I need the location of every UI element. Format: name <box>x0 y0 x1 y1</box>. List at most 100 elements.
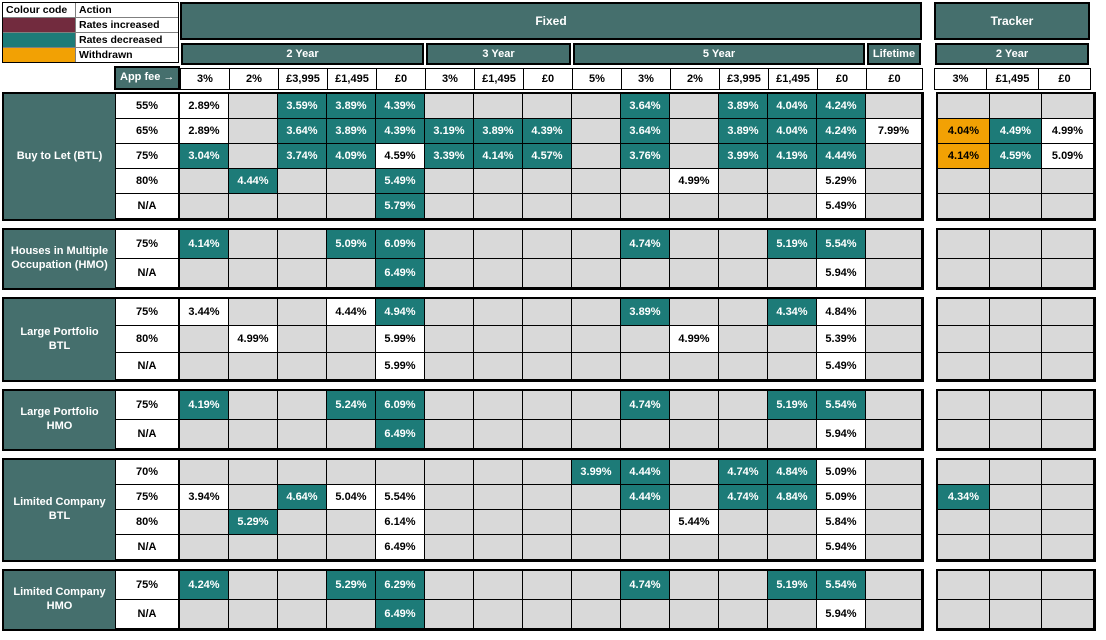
empty-cell[interactable] <box>474 510 523 535</box>
rate-cell[interactable]: 5.09% <box>817 485 866 510</box>
rate-cell[interactable]: 5.19% <box>768 571 817 600</box>
rate-cell[interactable]: 4.39% <box>376 94 425 119</box>
empty-cell[interactable] <box>621 535 670 560</box>
empty-cell[interactable] <box>327 460 376 485</box>
empty-cell[interactable] <box>1042 391 1094 420</box>
empty-cell[interactable] <box>229 353 278 380</box>
empty-cell[interactable] <box>327 194 376 219</box>
empty-cell[interactable] <box>523 391 572 420</box>
rate-cell[interactable]: 3.89% <box>327 94 376 119</box>
empty-cell[interactable] <box>278 353 327 380</box>
empty-cell[interactable] <box>523 510 572 535</box>
empty-cell[interactable] <box>229 391 278 420</box>
empty-cell[interactable] <box>938 535 990 560</box>
empty-cell[interactable] <box>670 571 719 600</box>
empty-cell[interactable] <box>670 94 719 119</box>
empty-cell[interactable] <box>670 600 719 629</box>
rate-cell[interactable]: 5.54% <box>817 391 866 420</box>
rate-cell[interactable]: 5.04% <box>327 485 376 510</box>
empty-cell[interactable] <box>990 194 1042 219</box>
empty-cell[interactable] <box>523 353 572 380</box>
empty-cell[interactable] <box>229 94 278 119</box>
rate-cell[interactable]: 5.44% <box>670 510 719 535</box>
rate-cell[interactable]: 3.64% <box>278 119 327 144</box>
rate-cell[interactable]: 3.64% <box>621 94 670 119</box>
empty-cell[interactable] <box>474 420 523 449</box>
empty-cell[interactable] <box>572 259 621 288</box>
empty-cell[interactable] <box>523 571 572 600</box>
rate-cell[interactable]: 4.04% <box>768 94 817 119</box>
rate-cell[interactable]: 4.24% <box>817 94 866 119</box>
empty-cell[interactable] <box>229 259 278 288</box>
empty-cell[interactable] <box>670 353 719 380</box>
empty-cell[interactable] <box>866 326 922 353</box>
empty-cell[interactable] <box>327 259 376 288</box>
empty-cell[interactable] <box>425 460 474 485</box>
rate-cell[interactable]: 4.34% <box>938 485 990 510</box>
empty-cell[interactable] <box>523 460 572 485</box>
empty-cell[interactable] <box>768 326 817 353</box>
empty-cell[interactable] <box>474 259 523 288</box>
empty-cell[interactable] <box>572 600 621 629</box>
empty-cell[interactable] <box>572 391 621 420</box>
empty-cell[interactable] <box>474 571 523 600</box>
empty-cell[interactable] <box>229 600 278 629</box>
empty-cell[interactable] <box>938 326 990 353</box>
rate-cell[interactable]: 6.09% <box>376 230 425 259</box>
empty-cell[interactable] <box>670 391 719 420</box>
empty-cell[interactable] <box>278 194 327 219</box>
empty-cell[interactable] <box>278 299 327 326</box>
empty-cell[interactable] <box>327 535 376 560</box>
empty-cell[interactable] <box>719 571 768 600</box>
rate-cell[interactable]: 4.44% <box>327 299 376 326</box>
rate-cell[interactable]: 4.59% <box>376 144 425 169</box>
empty-cell[interactable] <box>1042 230 1094 259</box>
rate-cell[interactable]: 4.99% <box>670 326 719 353</box>
rate-cell[interactable]: 3.59% <box>278 94 327 119</box>
empty-cell[interactable] <box>180 420 229 449</box>
empty-cell[interactable] <box>768 169 817 194</box>
empty-cell[interactable] <box>425 391 474 420</box>
rate-cell[interactable]: 5.54% <box>817 230 866 259</box>
rate-cell[interactable]: 6.49% <box>376 420 425 449</box>
empty-cell[interactable] <box>425 600 474 629</box>
empty-cell[interactable] <box>768 510 817 535</box>
empty-cell[interactable] <box>670 485 719 510</box>
empty-cell[interactable] <box>866 510 922 535</box>
empty-cell[interactable] <box>938 391 990 420</box>
empty-cell[interactable] <box>670 299 719 326</box>
rate-cell[interactable]: 4.59% <box>990 144 1042 169</box>
rate-cell[interactable]: 4.14% <box>474 144 523 169</box>
rate-cell[interactable]: 3.39% <box>425 144 474 169</box>
empty-cell[interactable] <box>327 169 376 194</box>
empty-cell[interactable] <box>621 353 670 380</box>
empty-cell[interactable] <box>866 194 922 219</box>
empty-cell[interactable] <box>278 535 327 560</box>
rate-cell[interactable]: 6.14% <box>376 510 425 535</box>
empty-cell[interactable] <box>474 535 523 560</box>
rate-cell[interactable]: 3.64% <box>621 119 670 144</box>
empty-cell[interactable] <box>523 299 572 326</box>
empty-cell[interactable] <box>278 230 327 259</box>
rate-cell[interactable]: 4.39% <box>376 119 425 144</box>
empty-cell[interactable] <box>938 460 990 485</box>
empty-cell[interactable] <box>621 510 670 535</box>
rate-cell[interactable]: 5.94% <box>817 420 866 449</box>
empty-cell[interactable] <box>425 259 474 288</box>
empty-cell[interactable] <box>1042 460 1094 485</box>
empty-cell[interactable] <box>229 144 278 169</box>
empty-cell[interactable] <box>278 259 327 288</box>
rate-cell[interactable]: 4.24% <box>180 571 229 600</box>
empty-cell[interactable] <box>229 299 278 326</box>
empty-cell[interactable] <box>523 535 572 560</box>
empty-cell[interactable] <box>866 571 922 600</box>
empty-cell[interactable] <box>425 94 474 119</box>
empty-cell[interactable] <box>938 94 990 119</box>
empty-cell[interactable] <box>229 194 278 219</box>
rate-cell[interactable]: 4.04% <box>768 119 817 144</box>
empty-cell[interactable] <box>229 485 278 510</box>
empty-cell[interactable] <box>1042 535 1094 560</box>
rate-cell[interactable]: 5.29% <box>817 169 866 194</box>
empty-cell[interactable] <box>990 299 1042 326</box>
empty-cell[interactable] <box>278 460 327 485</box>
